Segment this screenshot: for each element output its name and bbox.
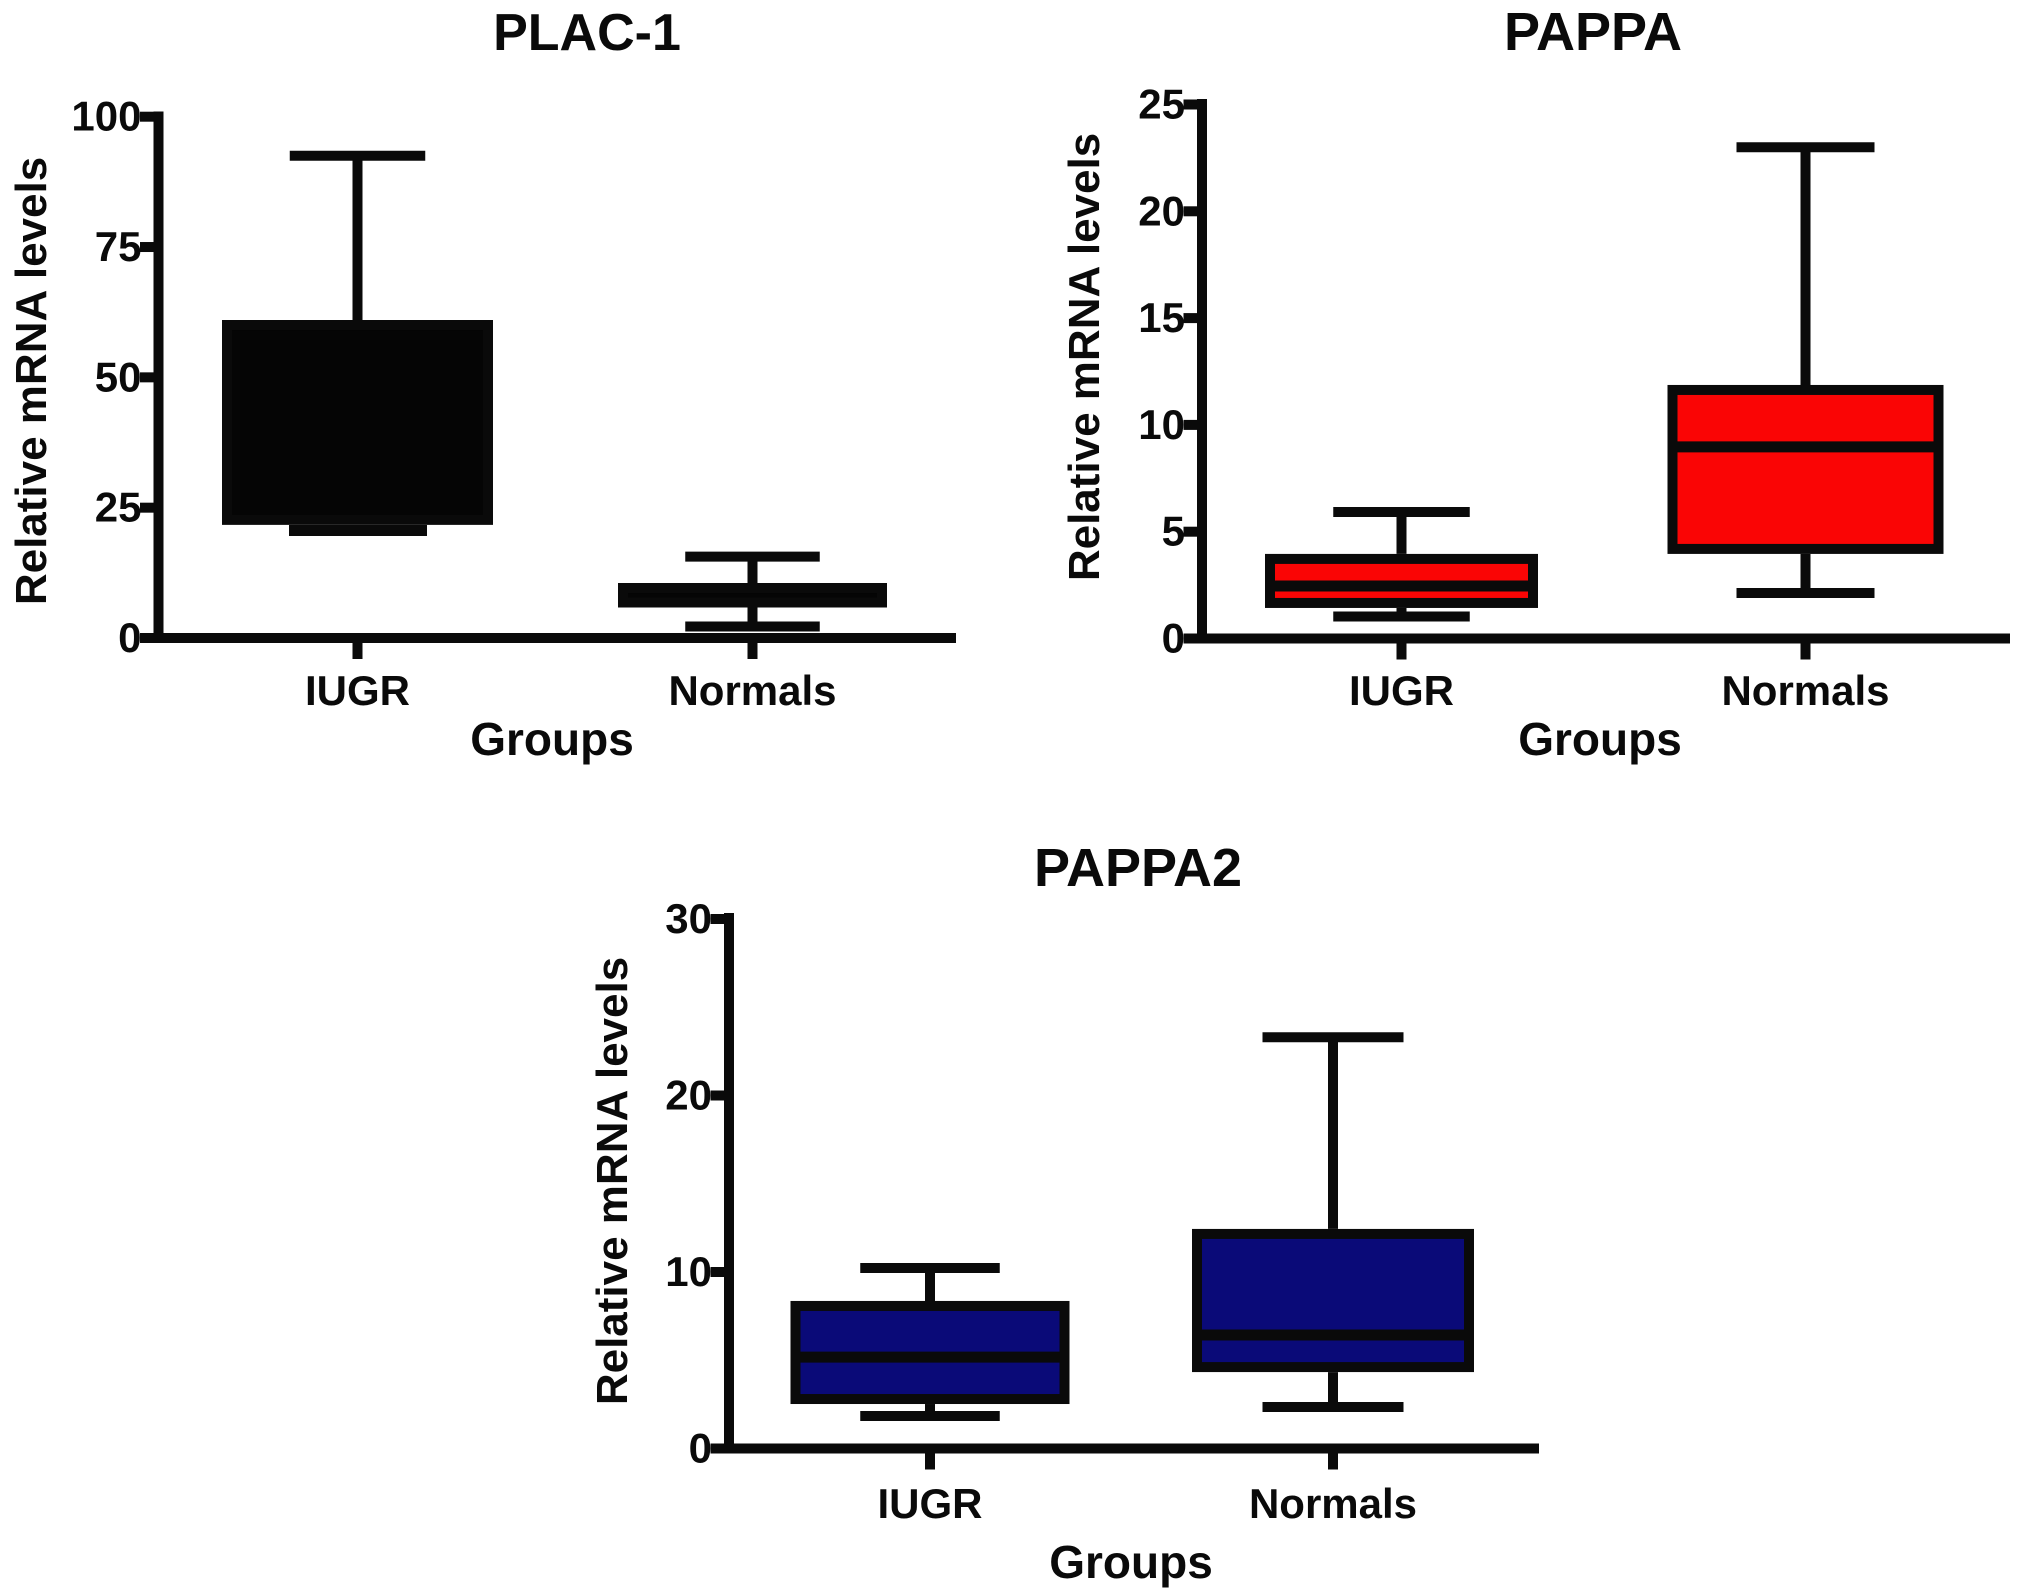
svg-text:IUGR: IUGR — [305, 667, 410, 714]
svg-text:Normals: Normals — [668, 667, 836, 714]
svg-text:0: 0 — [1162, 615, 1185, 662]
svg-text:Relative mRNA levels: Relative mRNA levels — [7, 157, 56, 605]
svg-text:IUGR: IUGR — [878, 1480, 983, 1527]
svg-text:Groups: Groups — [470, 713, 634, 765]
svg-text:Relative mRNA levels: Relative mRNA levels — [1060, 133, 1109, 581]
svg-text:Groups: Groups — [1518, 713, 1682, 765]
svg-text:10: 10 — [1138, 401, 1185, 448]
svg-text:Groups: Groups — [1049, 1536, 1213, 1588]
svg-text:5: 5 — [1162, 508, 1185, 555]
svg-text:25: 25 — [1138, 81, 1185, 128]
svg-text:20: 20 — [1138, 187, 1185, 234]
svg-text:IUGR: IUGR — [1349, 667, 1454, 714]
svg-text:PLAC-1: PLAC-1 — [493, 4, 681, 62]
svg-text:10: 10 — [665, 1248, 712, 1295]
svg-text:50: 50 — [95, 353, 142, 400]
svg-text:25: 25 — [95, 484, 142, 531]
svg-text:PAPPA2: PAPPA2 — [1034, 838, 1242, 898]
svg-text:Normals: Normals — [1249, 1480, 1417, 1527]
svg-text:15: 15 — [1138, 294, 1185, 341]
svg-text:100: 100 — [71, 93, 141, 140]
svg-text:75: 75 — [95, 223, 142, 270]
svg-text:Normals: Normals — [1721, 667, 1889, 714]
svg-text:0: 0 — [118, 614, 141, 661]
svg-text:PAPPA: PAPPA — [1504, 2, 1682, 62]
svg-text:Relative mRNA levels: Relative mRNA levels — [588, 957, 637, 1405]
svg-text:20: 20 — [665, 1072, 712, 1119]
svg-text:0: 0 — [689, 1425, 712, 1472]
svg-text:30: 30 — [665, 895, 712, 942]
